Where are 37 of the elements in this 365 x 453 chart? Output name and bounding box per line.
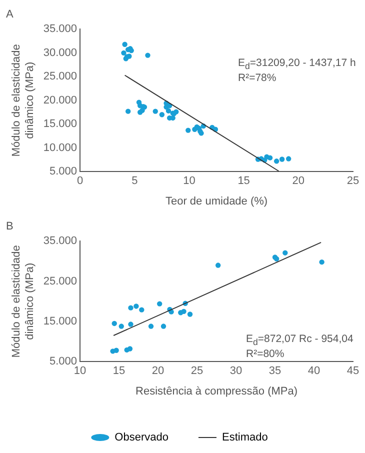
x-tick-label: 15 xyxy=(238,175,250,188)
x-tick-label: 35 xyxy=(268,365,282,378)
y-tick-label: 20.000 xyxy=(43,94,78,106)
y-tick-label: 15.000 xyxy=(43,316,78,328)
y-axis-title: Módulo de elasticidade dinâmico (MPa) xyxy=(10,245,36,358)
x-tick-label: 0 xyxy=(76,175,84,188)
x-tick-label: 25 xyxy=(190,365,204,378)
y-tick-label: 15.000 xyxy=(43,118,78,130)
x-tick-label: 20 xyxy=(152,365,164,378)
y-tick-label: 30.000 xyxy=(43,46,78,59)
x-tick-label: 10 xyxy=(74,365,86,378)
y-axis-title: Módulo de elasticidade dinâmico (MPa) xyxy=(10,44,36,157)
y-tick-label: 25.000 xyxy=(43,275,78,288)
annotation: R²=80% xyxy=(246,347,284,361)
y-tick-label: 25.000 xyxy=(43,70,78,83)
y-tick-label: 35.000 xyxy=(43,23,78,36)
annotation: E$_{d}$=872,07 Rc - 954,04 xyxy=(246,332,354,350)
x-tick-label: 25 xyxy=(346,175,360,188)
x-tick-label: 30 xyxy=(230,365,242,378)
x-tick-label: 40 xyxy=(308,365,320,378)
legend-label: Estimado xyxy=(222,432,268,444)
chart-title: A xyxy=(6,8,14,21)
y-tick-label: 35.000 xyxy=(43,235,78,248)
x-axis-title: Resistência à compressão (MPa) xyxy=(136,385,298,398)
x-tick-label: 20 xyxy=(292,175,305,188)
x-tick-label: 15 xyxy=(112,365,126,378)
x-axis-title: Teor de umidade (%) xyxy=(165,195,268,208)
x-tick-label: 45 xyxy=(346,365,360,378)
y-tick-label: 5.000 xyxy=(50,166,78,178)
annotation: R²=78% xyxy=(238,71,276,85)
x-tick-label: 10 xyxy=(183,175,196,188)
legend-label: Observado xyxy=(114,432,168,444)
y-tick-label: 5.000 xyxy=(50,356,78,368)
annotation: E$_{d}$=31209,20 - 1437,17 h xyxy=(238,56,356,74)
y-tick-label: 10.000 xyxy=(43,142,78,154)
x-tick-label: 5 xyxy=(132,175,138,188)
chart-title: B xyxy=(6,220,14,233)
